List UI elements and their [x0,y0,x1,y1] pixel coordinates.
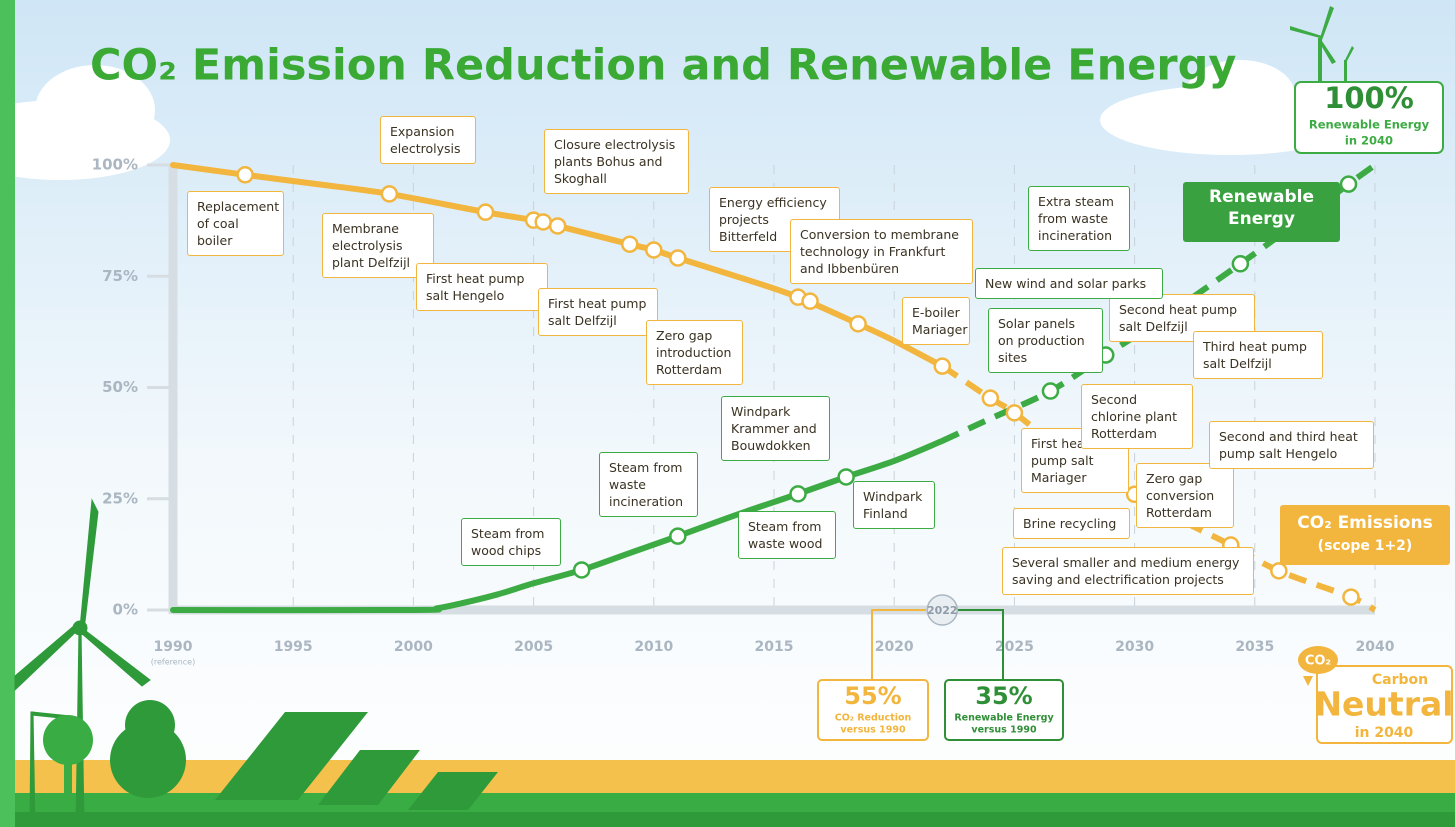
annotation: E-boiler Mariager [902,297,970,345]
annotation: Extra steam from waste incineration [1028,186,1130,251]
annotation: Windpark Krammer and Bouwdokken [721,396,830,461]
annotation: Second and third heat pump salt Hengelo [1209,421,1374,469]
annotation: Conversion to membrane technology in Fra… [790,219,973,284]
annotation: Expansion electrolysis [380,116,476,164]
annotation: Replacement of coal boiler [187,191,284,256]
annotation: Steam from waste wood [738,511,836,559]
annotation: Second chlorine plant Rotterdam [1081,384,1193,449]
annotation: Steam from wood chips [461,518,561,566]
annotation: Zero gap introduction Rotterdam [646,320,743,385]
annotation: Brine recycling [1013,508,1130,539]
annotation: Closure electrolysis plants Bohus and Sk… [544,129,689,194]
annotation: Windpark Finland [853,481,935,529]
annotation: First heat pump salt Delfzijl [538,288,658,336]
page-body: CO₂ Emission Reduction and Renewable Ene… [0,0,1455,827]
annotation: Solar panels on production sites [988,308,1103,373]
page: CO2 Emission Reduction and Renewable Ene… [0,0,1455,827]
annotation: New wind and solar parks [975,268,1163,299]
annotation-layer: Replacement of coal boiler Expansion elec… [0,0,1455,827]
annotation: Third heat pump salt Delfzijl [1193,331,1323,379]
annotation: Several smaller and medium energy saving… [1002,547,1254,595]
annotation: First heat pump salt Hengelo [416,263,548,311]
annotation: Zero gap conversion Rotterdam [1136,463,1234,528]
annotation: Steam from waste incineration [599,452,698,517]
